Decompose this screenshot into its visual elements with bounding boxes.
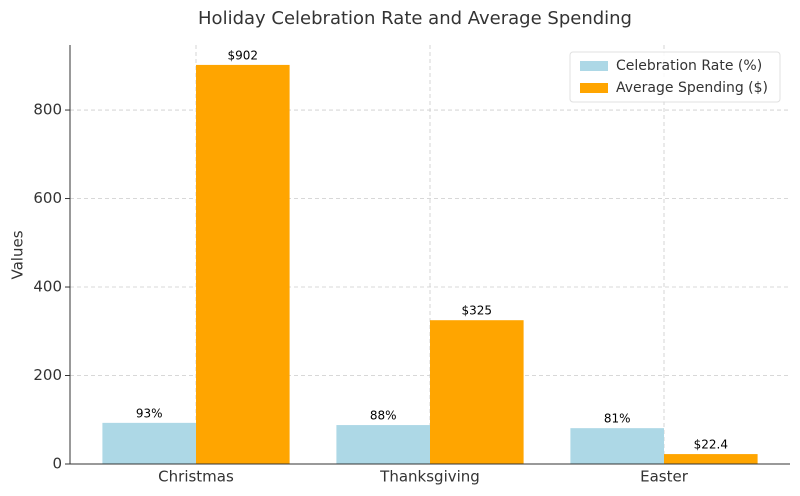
bar [664,454,758,464]
bar [196,64,290,464]
x-tick-label: Christmas [158,468,234,486]
bar [570,428,664,464]
legend-box [569,51,781,103]
legend-label: Average Spending ($) [616,80,768,96]
value-label: $902 [228,48,259,62]
legend-swatch [580,83,608,93]
value-label: $22.4 [694,438,728,452]
y-tick-label: 0 [52,455,62,473]
x-tick-label: Thanksgiving [379,468,480,486]
x-tick-label: Easter [640,468,689,486]
bar [430,320,524,464]
y-tick-label: 800 [33,101,62,119]
value-label: 88% [370,409,397,423]
value-label: 81% [604,412,631,426]
chart-title: Holiday Celebration Rate and Average Spe… [198,8,632,29]
value-label: 93% [136,406,163,420]
y-axis-label: Values [9,230,27,279]
bar [336,425,430,464]
value-label: $325 [462,304,493,318]
y-tick-label: 200 [33,366,62,384]
y-tick-label: 400 [33,278,62,296]
legend-label: Celebration Rate (%) [616,58,762,74]
legend-swatch [580,61,608,71]
bar [102,422,196,464]
y-tick-label: 600 [33,189,62,207]
